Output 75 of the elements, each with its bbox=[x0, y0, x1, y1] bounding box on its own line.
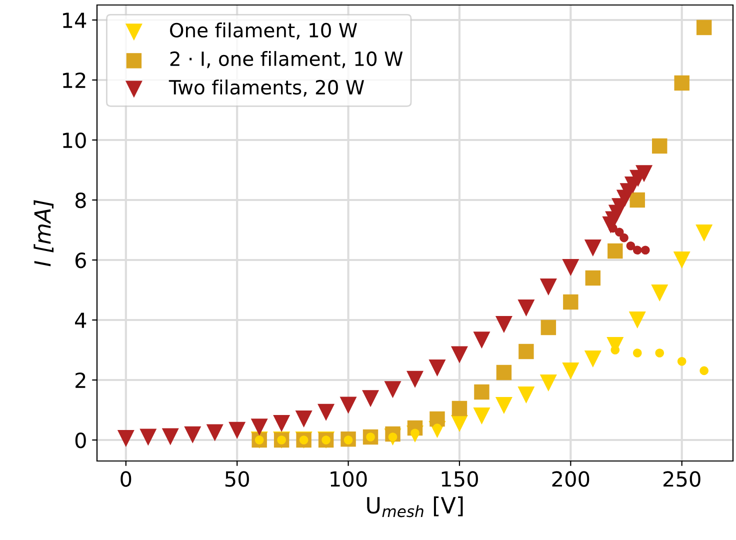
point bbox=[674, 75, 690, 91]
point bbox=[562, 258, 580, 276]
y-axis-title: I [mA] bbox=[34, 200, 54, 266]
point bbox=[518, 299, 535, 317]
x-tick-label: 50 bbox=[225, 471, 249, 487]
legend-label: Two filaments, 20 W bbox=[168, 80, 364, 97]
y-tick-label: 2 bbox=[76, 372, 86, 388]
point bbox=[630, 192, 645, 208]
y-tick-label: 12 bbox=[63, 72, 86, 88]
point bbox=[430, 411, 445, 427]
y-tick-label: 6 bbox=[75, 252, 86, 268]
point bbox=[636, 165, 653, 182]
x-axis-title: U$_{mesh}$ [V] bbox=[367, 496, 463, 518]
x-tick-label: 200 bbox=[552, 471, 590, 487]
point bbox=[652, 138, 668, 154]
y-tick-label: 14 bbox=[63, 12, 86, 28]
point bbox=[608, 243, 623, 259]
point bbox=[632, 246, 642, 254]
point bbox=[614, 228, 624, 236]
point bbox=[273, 414, 290, 432]
legend-label: One filament, 10 W bbox=[170, 22, 358, 40]
point bbox=[584, 239, 602, 257]
legend-label: 2 · I, one filament, 10 W bbox=[170, 51, 403, 68]
point bbox=[700, 366, 708, 376]
point bbox=[673, 251, 690, 269]
point bbox=[295, 410, 312, 428]
x-tick-label: 0 bbox=[120, 471, 132, 487]
point bbox=[608, 224, 618, 233]
x-tick-label: 150 bbox=[442, 471, 478, 487]
point bbox=[250, 418, 268, 436]
y-tick-label: 8 bbox=[75, 192, 86, 208]
point bbox=[540, 374, 557, 392]
point bbox=[452, 400, 468, 416]
y-tick-label: 0 bbox=[75, 432, 86, 448]
point bbox=[640, 246, 650, 254]
point bbox=[632, 348, 642, 358]
point bbox=[117, 430, 134, 448]
point bbox=[651, 284, 668, 302]
point bbox=[584, 350, 602, 368]
point bbox=[473, 407, 490, 425]
point bbox=[518, 344, 534, 360]
x-tick-label: 250 bbox=[663, 471, 700, 487]
point bbox=[362, 390, 380, 408]
point bbox=[162, 428, 179, 446]
point bbox=[518, 386, 535, 404]
point bbox=[206, 424, 224, 442]
point bbox=[473, 332, 490, 349]
point bbox=[428, 359, 446, 377]
point bbox=[620, 233, 628, 242]
point bbox=[340, 396, 357, 414]
y-tick-label: 10 bbox=[63, 132, 86, 148]
point bbox=[184, 426, 202, 444]
point bbox=[696, 224, 713, 242]
point bbox=[628, 311, 646, 329]
point bbox=[318, 404, 335, 421]
point bbox=[495, 396, 512, 414]
point bbox=[540, 320, 556, 336]
point bbox=[563, 294, 578, 310]
y-tick-label: 4 bbox=[75, 312, 86, 328]
point bbox=[585, 270, 601, 286]
point bbox=[495, 316, 512, 334]
point bbox=[696, 20, 712, 36]
point bbox=[406, 370, 424, 388]
point bbox=[450, 346, 468, 364]
x-tick-label: 100 bbox=[330, 471, 367, 487]
point bbox=[496, 364, 512, 380]
point bbox=[228, 422, 246, 439]
point bbox=[677, 357, 686, 366]
point bbox=[655, 348, 664, 358]
point bbox=[474, 384, 490, 400]
point bbox=[626, 242, 636, 250]
point bbox=[140, 428, 157, 446]
point bbox=[384, 381, 402, 398]
point bbox=[562, 362, 580, 380]
point bbox=[540, 278, 557, 296]
